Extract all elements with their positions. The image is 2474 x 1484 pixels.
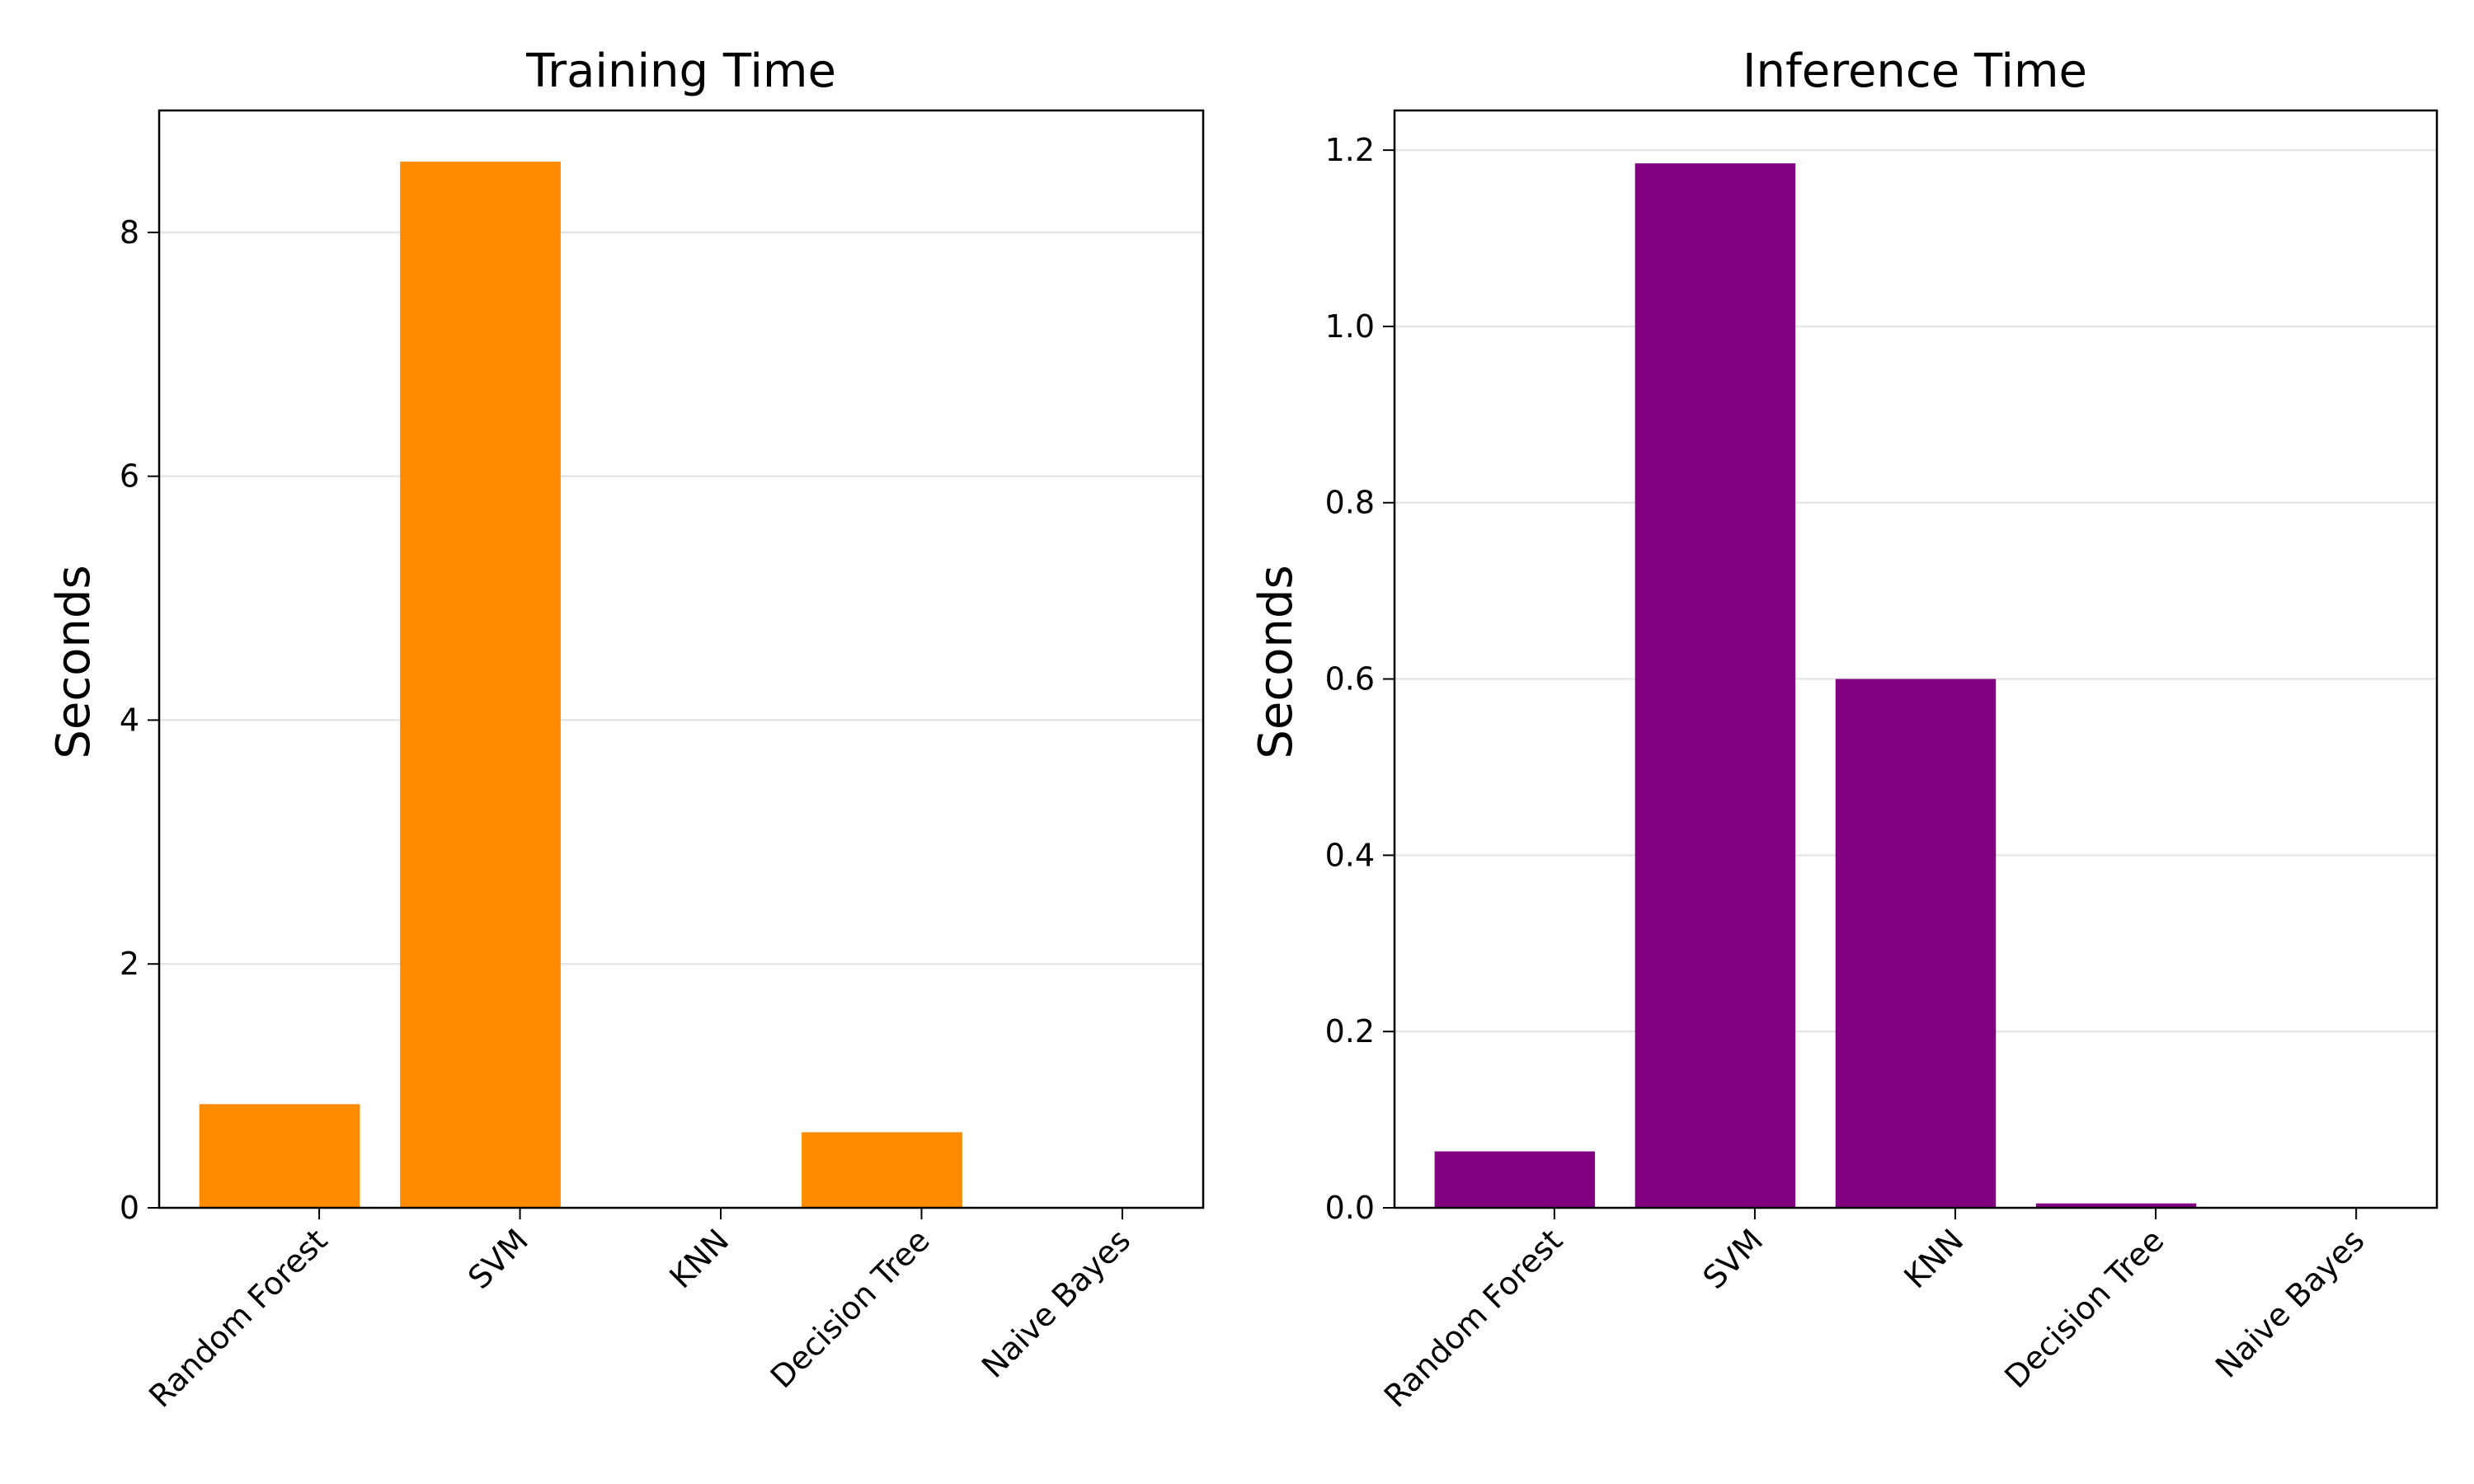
bar (400, 162, 561, 1209)
plot-frame (1393, 109, 2439, 1209)
bar (199, 1104, 360, 1208)
y-tick-label: 0.6 (1325, 661, 1375, 697)
bar (1835, 679, 1997, 1208)
y-tick-label: 0.2 (1325, 1013, 1375, 1050)
bar (1634, 163, 1796, 1209)
y-tick-label: 0.8 (1325, 485, 1375, 521)
chart-title: Training Time (525, 45, 836, 98)
y-tick-label: 0.0 (1325, 1190, 1375, 1226)
y-axis-label: Seconds (1249, 565, 1303, 758)
bar (1434, 1151, 1596, 1208)
y-tick-label: 1.0 (1325, 308, 1375, 345)
bar (2035, 1203, 2197, 1208)
y-tick-label: 6 (120, 458, 139, 495)
y-tick-label: 1.2 (1325, 132, 1375, 168)
y-tick-label: 4 (120, 702, 139, 738)
plot-frame (158, 109, 1205, 1209)
y-tick-label: 8 (120, 214, 139, 251)
y-tick-label: 0 (120, 1190, 139, 1226)
y-tick-label: 2 (120, 946, 139, 982)
y-axis-label: Seconds (47, 565, 101, 758)
bar (802, 1132, 962, 1208)
chart-title: Inference Time (1743, 45, 2087, 98)
y-tick-label: 0.4 (1325, 837, 1375, 873)
